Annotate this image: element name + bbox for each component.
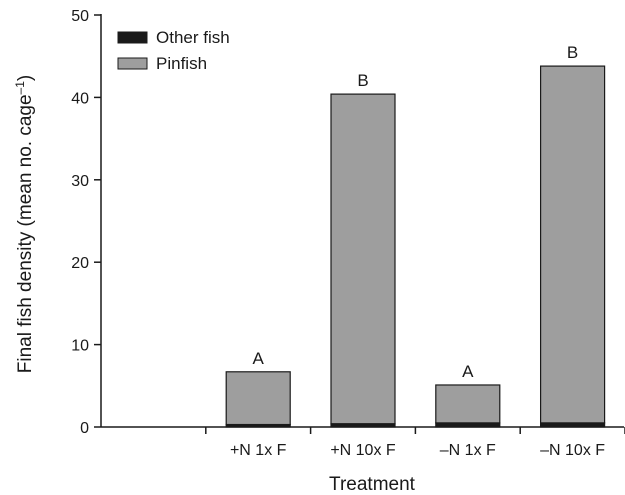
bar-pinfish [330,93,396,425]
significance-labels: A B A B [253,43,579,381]
legend-label: Other fish [156,28,230,47]
x-tick-label: +N 1x F [230,442,287,459]
legend: Other fish Pinfish [117,28,230,73]
significance-label: B [357,71,368,90]
x-tick-label: +N 10x F [330,442,396,459]
y-tick-label: 0 [80,420,89,437]
x-tick-label: –N 1x F [440,442,496,459]
y-axis: 0 10 20 30 40 50 [71,8,102,437]
y-tick-label: 20 [71,255,89,272]
x-axis-title: Treatment [329,474,416,495]
y-axis-title: Final fish density (mean no. cage–1) [13,75,36,374]
bar-pinfish [225,371,291,426]
y-axis-title-superscript: –1 [13,81,27,95]
significance-label: A [253,349,265,368]
significance-label: A [462,362,474,381]
x-tick-label: –N 10x F [540,442,605,459]
y-tick-label: 40 [71,90,89,107]
bar-pinfish [539,65,606,424]
y-axis-title-main: Final fish density (mean no. cage [15,94,36,373]
y-tick-label: 50 [71,8,89,25]
y-tick-label: 30 [71,173,89,190]
legend-swatch [117,57,148,70]
bars [225,65,606,428]
y-axis-title-suffix: ) [15,75,36,81]
y-tick-label: 10 [71,338,89,355]
x-axis: +N 1x F +N 10x F –N 1x F –N 10x F [101,426,625,459]
bar-pinfish [435,384,501,424]
legend-swatch [117,31,148,44]
significance-label: B [567,43,578,62]
legend-label: Pinfish [156,54,207,73]
